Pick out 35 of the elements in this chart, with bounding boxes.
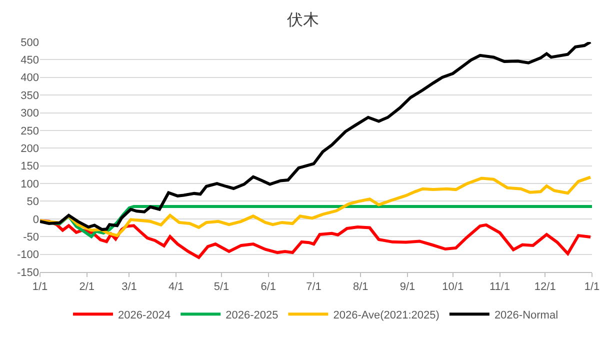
y-tick-label: 400 [20,72,39,84]
y-tick-label: -50 [23,231,39,244]
x-tick-label: 9/1 [400,281,416,294]
y-tick-label: -150 [16,266,39,279]
y-tick-label: 0 [32,214,39,226]
y-tick-label: 200 [20,143,39,155]
x-tick-label: 2/1 [79,281,95,294]
y-tick-label: 100 [20,178,39,190]
chart-title: 伏木 [287,10,319,29]
legend-label: 2026-2024 [118,309,171,322]
line-series [40,176,592,238]
line-series [40,42,592,232]
y-tick-label: 500 [20,36,39,49]
y-tick-label: 450 [20,54,39,67]
y-tick-label: 50 [26,196,39,208]
legend-label: 2026-Ave(2021:2025) [333,309,440,322]
x-tick-label: 1/1 [32,281,48,294]
line-series [40,219,592,259]
y-tick-label: 350 [20,90,39,102]
x-tick-label: 6/1 [260,281,276,294]
x-tick-label: 12/1 [534,281,556,294]
x-tick-label: 8/1 [352,281,368,294]
x-tick-label: 1/1 [584,281,600,294]
y-tick-label: 150 [20,160,39,173]
x-tick-label: 5/1 [214,281,230,294]
legend-label: 2026-Normal [494,309,558,322]
legend-label: 2026-2025 [226,309,278,322]
x-tick-label: 7/1 [306,281,322,294]
y-tick-label: 300 [20,108,39,120]
y-tick-label: 250 [20,125,39,138]
y-tick-label: -100 [16,249,39,262]
x-tick-label: 4/1 [168,281,184,294]
x-tick-label: 11/1 [489,281,510,294]
x-tick-label: 3/1 [122,281,137,294]
x-tick-label: 10/1 [442,281,464,294]
